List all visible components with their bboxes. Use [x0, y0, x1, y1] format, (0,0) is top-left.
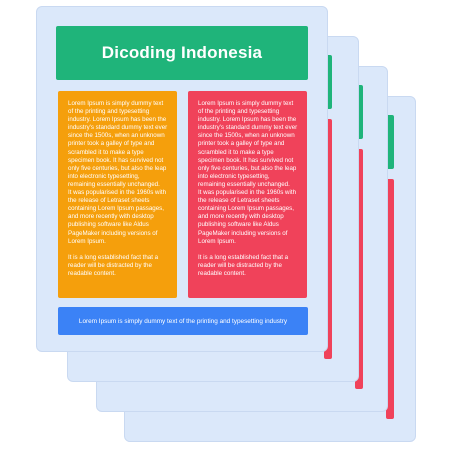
- left-column-paragraph-3: It is a long established fact that a rea…: [68, 253, 159, 277]
- right-column: Lorem Ipsum is simply dummy text of the …: [188, 91, 307, 298]
- left-column: Lorem Ipsum is simply dummy text of the …: [58, 91, 177, 298]
- right-column-paragraph-2: It was popularised in the 1960s with the…: [198, 189, 297, 245]
- back-page-2-header-edge: [324, 55, 332, 109]
- page-title: Dicoding Indonesia: [56, 26, 308, 80]
- left-column-paragraph-1: Lorem Ipsum is simply dummy text of the …: [68, 100, 168, 188]
- back-page-4-column-edge: [386, 179, 394, 419]
- back-page-3-column-edge: [355, 149, 363, 389]
- front-page: Dicoding Indonesia Lorem Ipsum is simply…: [36, 6, 328, 352]
- back-page-2-column-edge: [324, 119, 332, 359]
- right-column-paragraph-3: It is a long established fact that a rea…: [198, 253, 289, 277]
- footer-bar: Lorem Ipsum is simply dummy text of the …: [58, 307, 308, 335]
- back-page-3-header-edge: [355, 85, 363, 139]
- left-column-paragraph-2: It was popularised in the 1960s with the…: [68, 189, 167, 245]
- back-page-4-header-edge: [386, 115, 394, 169]
- right-column-paragraph-1: Lorem Ipsum is simply dummy text of the …: [198, 100, 298, 188]
